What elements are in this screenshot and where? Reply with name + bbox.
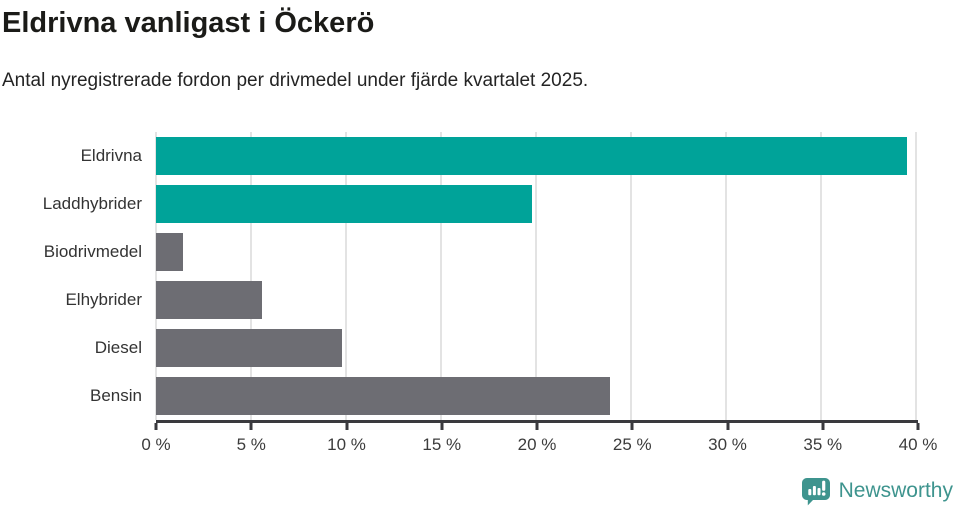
- axis-tick: [916, 423, 920, 430]
- category-label: Diesel: [94, 338, 142, 357]
- gridline: [535, 132, 537, 420]
- bar-track: [156, 281, 916, 319]
- bar-eldrivna: [156, 137, 907, 175]
- gridline: [820, 132, 822, 420]
- gridline: [345, 132, 347, 420]
- chart-rows: Eldrivna Laddhybrider Biodrivmedel Elhybrid…: [0, 132, 960, 420]
- bar-track: [156, 233, 916, 271]
- chart-row: Diesel: [0, 324, 960, 372]
- bar-track: [156, 137, 916, 175]
- gridline: [915, 132, 917, 420]
- axis-tick-label: 5 %: [236, 435, 266, 454]
- axis-tick: [630, 423, 634, 430]
- bar-chart: Eldrivna Laddhybrider Biodrivmedel Elhybrid…: [0, 132, 960, 472]
- bar-track: [156, 377, 916, 415]
- category-label: Bensin: [90, 386, 142, 405]
- axis-tick-label: 30 %: [708, 435, 747, 454]
- brand-name: Newsworthy: [838, 479, 953, 502]
- gridline: [440, 132, 442, 420]
- bar-biodrivmedel: [156, 233, 183, 271]
- bar-diesel: [156, 329, 343, 367]
- bar-bensin: [156, 377, 611, 415]
- axis-tick: [154, 423, 158, 430]
- x-axis: 0 % 5 % 10 % 15 % 20 % 25 % 30 % 35 % 40 %: [141, 420, 937, 463]
- axis-tick-label: 20 %: [517, 435, 557, 454]
- bar-laddhybrider: [156, 185, 533, 223]
- chart-row: Biodrivmedel: [0, 228, 960, 276]
- page-subtitle: Antal nyregistrerade fordon per drivmede…: [2, 69, 589, 91]
- axis-tick-label: 15 %: [422, 435, 462, 454]
- category-label: Laddhybrider: [42, 194, 142, 213]
- axis-tick: [726, 423, 729, 430]
- bar-track: [156, 329, 916, 367]
- gridline: [250, 132, 252, 420]
- axis-tick: [821, 423, 825, 430]
- axis-tick-label: 35 %: [803, 435, 843, 454]
- axis-tick: [440, 423, 444, 430]
- chart-row: Bensin: [0, 372, 960, 420]
- axis-tick: [249, 423, 253, 430]
- bar-elhybrider: [156, 281, 263, 319]
- category-label: Elhybrider: [65, 290, 142, 309]
- chart-row: Elhybrider: [0, 276, 960, 324]
- chart-row: Eldrivna: [0, 132, 960, 180]
- newsworthy-logo-icon: [800, 475, 832, 507]
- page-title: Eldrivna vanligast i Öckerö: [2, 7, 375, 39]
- chart-row: Laddhybrider: [0, 180, 960, 228]
- brand-logo[interactable]: Newsworthy: [800, 475, 953, 507]
- grid-overlay: [155, 132, 917, 420]
- axis-tick: [345, 423, 348, 430]
- bar-track: [156, 185, 916, 223]
- gridline: [155, 132, 157, 420]
- category-label: Biodrivmedel: [43, 242, 142, 261]
- axis-tick-label: 0 %: [141, 435, 171, 454]
- axis-tick-label: 40 %: [898, 435, 938, 454]
- category-label: Eldrivna: [80, 146, 142, 165]
- axis-tick-label: 10 %: [327, 435, 366, 454]
- axis-tick: [535, 423, 539, 430]
- gridline: [630, 132, 632, 420]
- gridline: [725, 132, 727, 420]
- axis-tick-label: 25 %: [612, 435, 652, 454]
